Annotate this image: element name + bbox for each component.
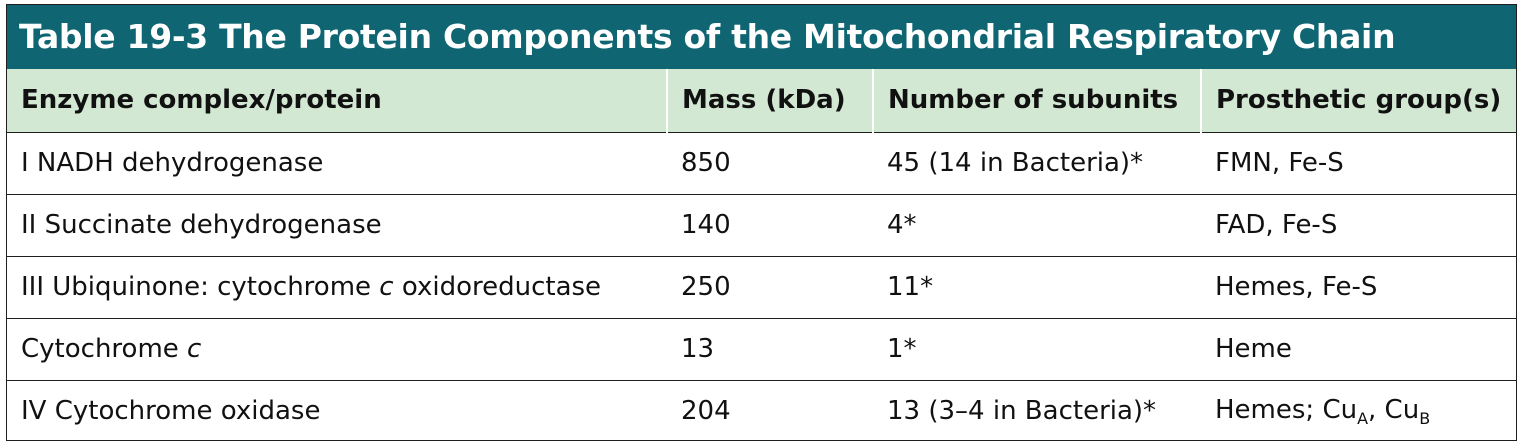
header-row: Enzyme complex/protein Mass (kDa) Number… [7,69,1516,133]
cell-mass: 140 [667,194,873,257]
cell-prosthetic: Heme [1201,318,1516,381]
cell-prosthetic: Hemes, Fe-S [1201,256,1516,319]
cell-subunits: 4* [873,194,1201,257]
cell-protein: II Succinate dehydrogenase [7,194,667,257]
cell-subunits: 11* [873,256,1201,319]
cell-protein: III Ubiquinone: cytochrome c oxidoreduct… [7,256,667,319]
table-row: III Ubiquinone: cytochrome c oxidoreduct… [7,256,1516,319]
cell-mass: 204 [681,396,731,427]
cell-protein: Cytochrome c [7,318,667,381]
cell-prosthetic: FMN, Fe-S [1201,132,1516,195]
table-title: Table 19-3 The Protein Components of the… [7,5,1516,69]
cell-subunits: 1* [873,318,1201,381]
cell-subunits: 13 (3–4 in Bacteria)* [887,396,1157,427]
cell-prosthetic: FAD, Fe-S [1201,194,1516,257]
header-prosthetic: Prosthetic group(s) [1200,69,1516,133]
header-mass: Mass (kDa) [666,69,873,133]
cell-mass: 250 [667,256,873,319]
table-row: II Succinate dehydrogenase 140 4* FAD, F… [7,194,1516,257]
cell-prosthetic: Hemes; CuA, CuB [1215,394,1431,428]
table-row: Cytochrome c 13 1* Heme [7,318,1516,381]
protein-components-table: Table 19-3 The Protein Components of the… [6,4,1517,441]
header-enzyme: Enzyme complex/protein [7,69,667,133]
header-subunits: Number of subunits [872,69,1201,133]
cell-protein: I NADH dehydrogenase [7,132,667,195]
data-table: Enzyme complex/protein Mass (kDa) Number… [7,69,1516,440]
cell-protein: IV Cytochrome oxidase [21,396,321,427]
cell-mass: 850 [667,132,873,195]
cell-mass: 13 [667,318,873,381]
cell-subunits: 45 (14 in Bacteria)* [873,132,1201,195]
table-row: IV Cytochrome oxidase 204 13 (3–4 in Bac… [7,380,1516,440]
table-row: I NADH dehydrogenase 850 45 (14 in Bacte… [7,132,1516,195]
